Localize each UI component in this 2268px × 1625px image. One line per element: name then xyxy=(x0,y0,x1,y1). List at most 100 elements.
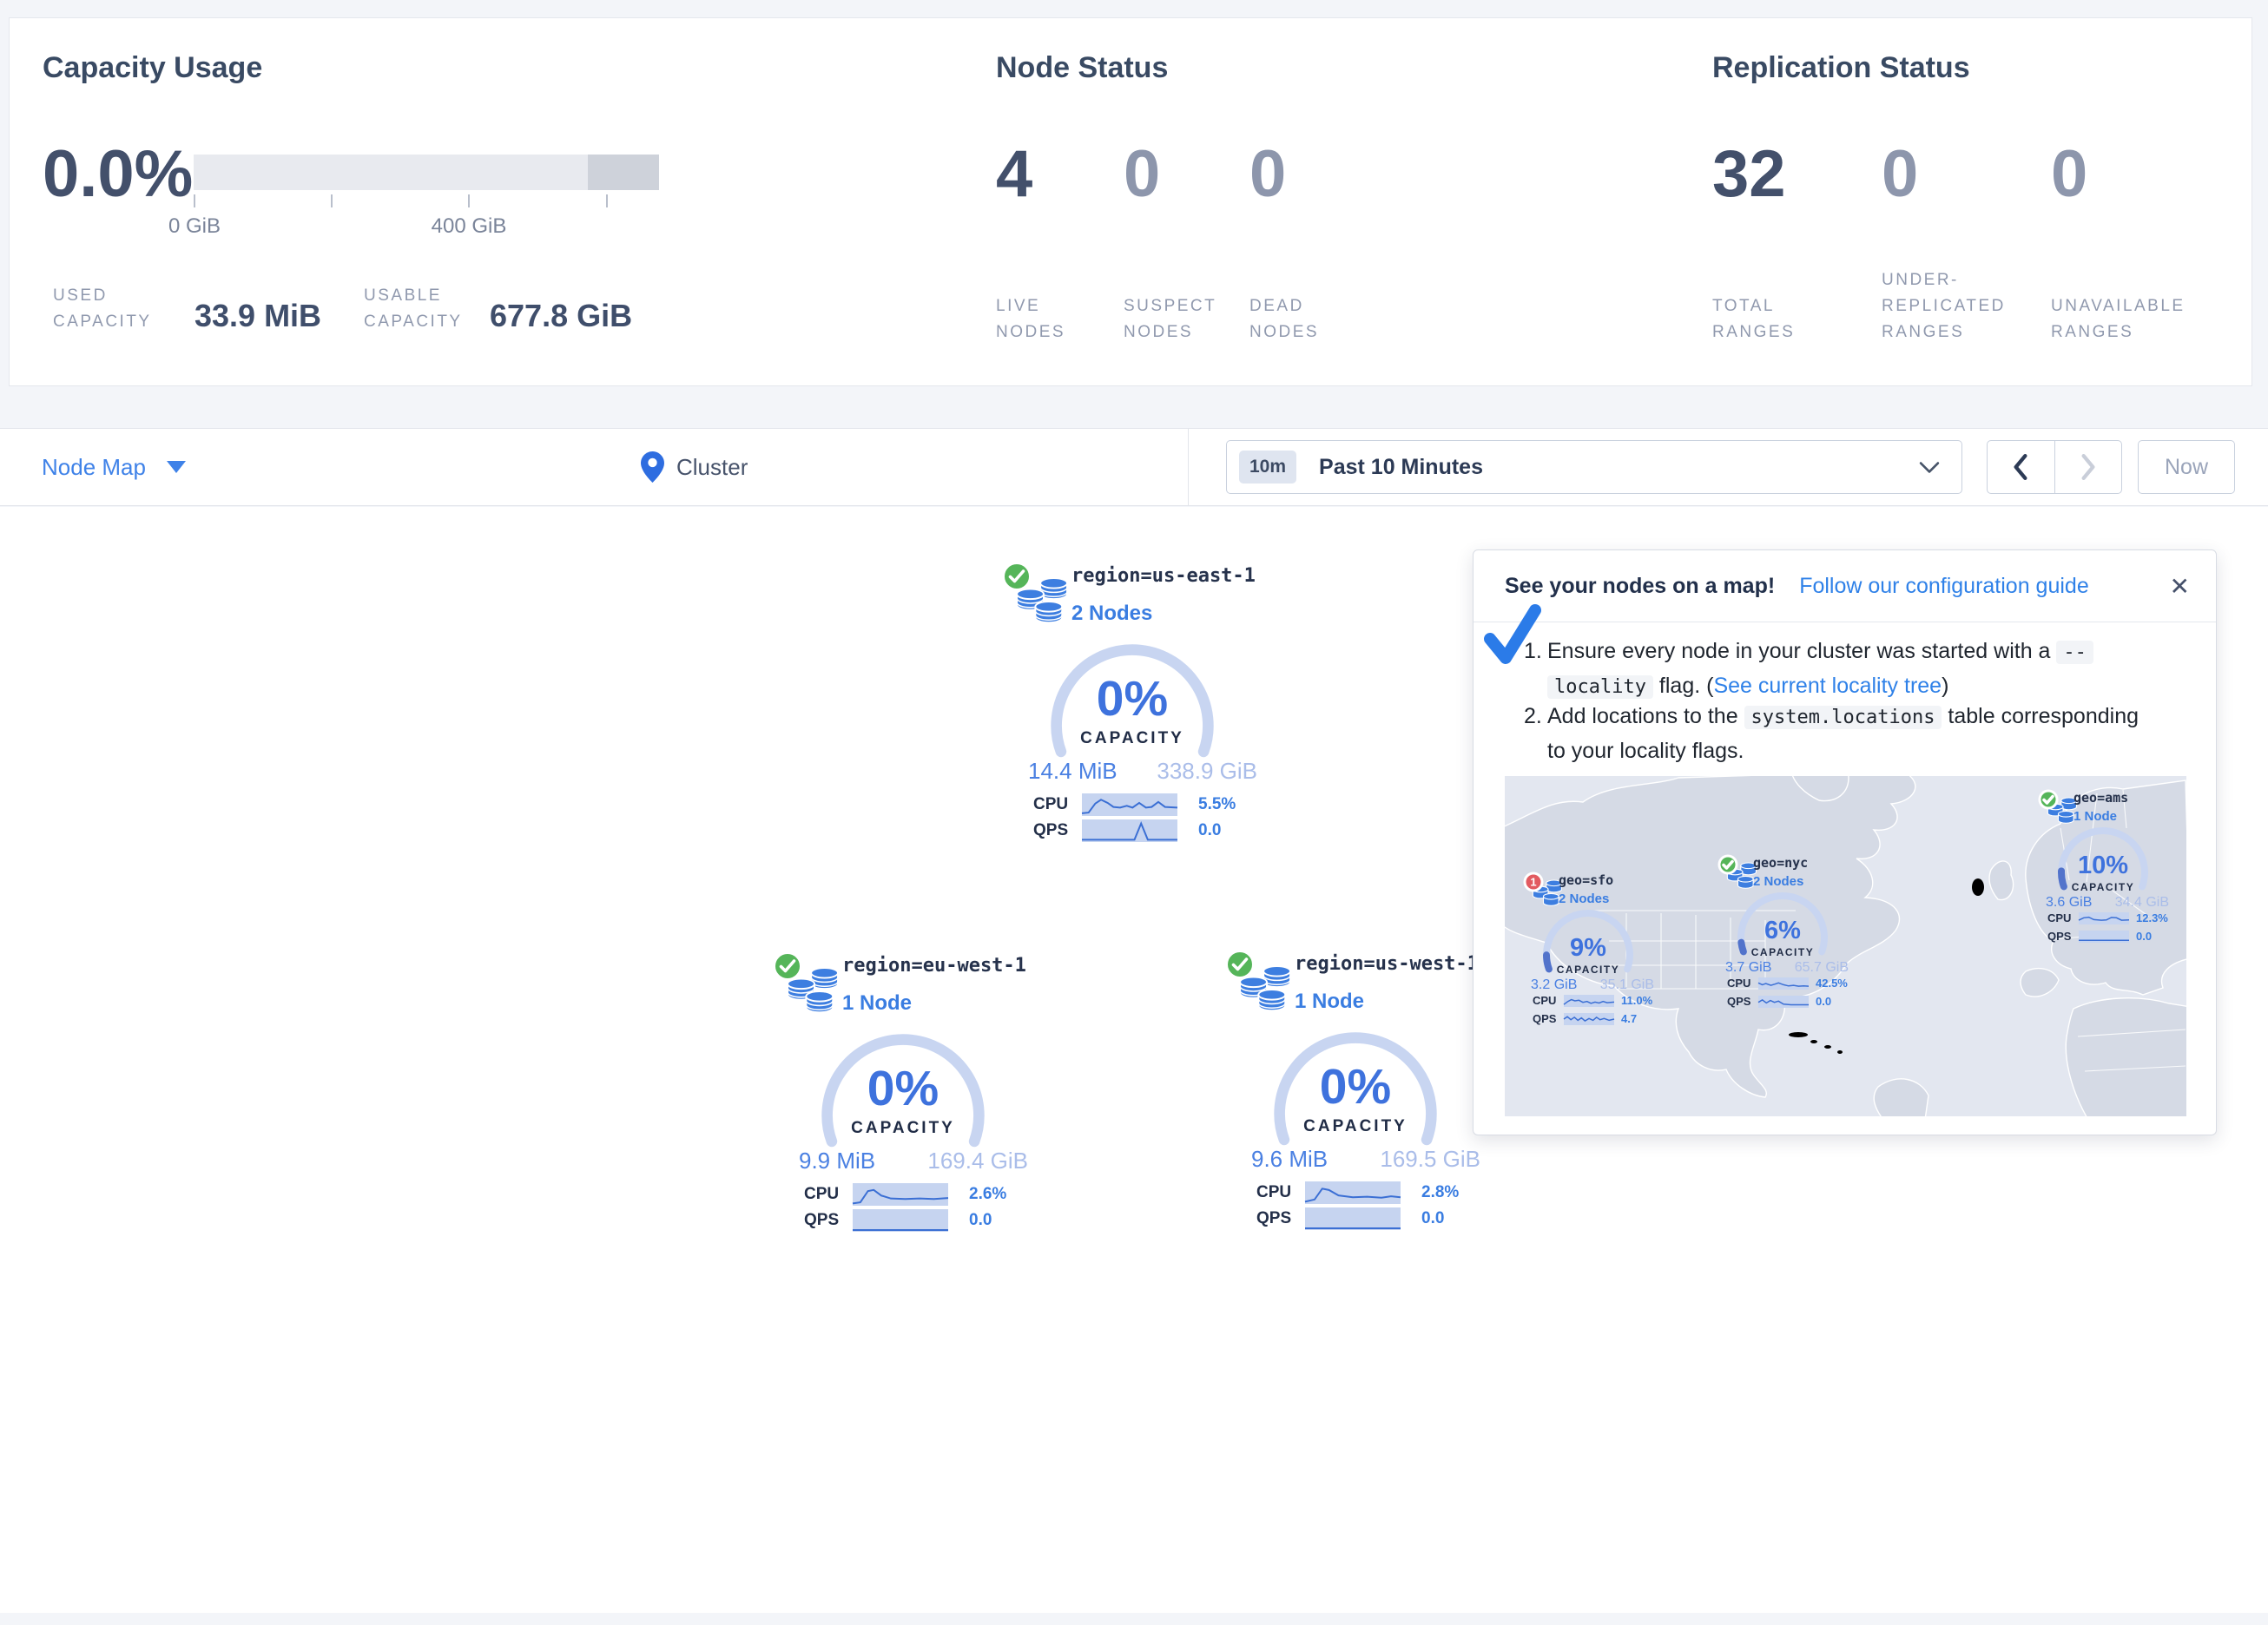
capacity-values: 3.7 GiB 65.7 GiB xyxy=(1725,960,1849,976)
cpu-sparkline xyxy=(1564,995,1614,1007)
view-mode-dropdown[interactable]: Node Map xyxy=(42,429,186,505)
capacity-bar-used-segment xyxy=(588,155,659,190)
map-toolbar: Node Map Cluster 10m Past 10 Minutes xyxy=(0,428,2268,506)
popup-step-1: 1. Ensure every node in your cluster was … xyxy=(1524,635,2155,704)
axis-tick xyxy=(468,194,470,207)
suspect-nodes-label: SUSPECT NODES xyxy=(1124,297,1217,341)
geo-group-ams[interactable]: geo=ams 1 Node 10% CAPACITY 3.6 GiB 34.4… xyxy=(2025,786,2181,959)
dead-nodes-label: DEAD NODES xyxy=(1249,297,1320,341)
mini-world-map: 1 geo=sfo 2 Nodes 9% CAPACITY 3.2 GiB 35… xyxy=(1505,776,2186,1116)
capacity-values: 9.9 MiB 169.4 GiB xyxy=(799,1148,1028,1174)
time-step-back-button[interactable] xyxy=(1988,441,2054,493)
database-icon xyxy=(787,967,839,1014)
used-capacity: 9.9 MiB xyxy=(799,1148,876,1174)
popup-header: See your nodes on a map! Follow our conf… xyxy=(1474,550,2216,622)
qps-value: 4.7 xyxy=(1621,1012,1638,1025)
capacity-values: 14.4 MiB 338.9 GiB xyxy=(1028,758,1257,785)
under-replicated-ranges-label: UNDER- REPLICATED RANGES xyxy=(1882,271,2006,341)
cpu-label: CPU xyxy=(2047,911,2072,924)
axis-tick xyxy=(606,194,608,207)
dead-nodes-value: 0 xyxy=(1249,137,1287,211)
qps-value: 0.0 xyxy=(1816,995,1832,1008)
cpu-value: 11.0% xyxy=(1621,994,1653,1007)
region-group-eu-west-1[interactable]: region=eu-west-1 1 Node 0% CAPACITY 9.9 … xyxy=(755,951,1051,1246)
region-group-us-east-1[interactable]: region=us-east-1 2 Nodes 0% CAPACITY 14.… xyxy=(985,561,1280,856)
qps-sparkline xyxy=(1305,1207,1401,1230)
capacity-gauge xyxy=(1737,892,1828,956)
cpu-metric-row: CPU 2.6% xyxy=(755,1183,1051,1207)
error-badge-icon: 1 xyxy=(1523,872,1544,892)
cpu-sparkline xyxy=(1758,977,1809,990)
suspect-nodes-value: 0 xyxy=(1124,137,1161,211)
cpu-metric-row: CPU 42.5% xyxy=(1704,977,1861,990)
database-icon xyxy=(1016,577,1069,624)
qps-metric-row: QPS 0.0 xyxy=(1208,1207,1503,1231)
toolbar-divider xyxy=(1188,429,1189,505)
region-node-count-link[interactable]: 1 Node xyxy=(842,991,913,1015)
chevron-down-icon xyxy=(166,461,186,473)
region-node-count-link[interactable]: 2 Nodes xyxy=(1071,602,1153,625)
qps-label: QPS xyxy=(1256,1209,1292,1227)
time-step-forward-button[interactable] xyxy=(2054,441,2122,493)
database-icon xyxy=(1726,862,1757,889)
geo-group-nyc[interactable]: geo=nyc 2 Nodes 6% CAPACITY 3.7 GiB 65.7… xyxy=(1704,851,1861,1024)
used-capacity: 3.7 GiB xyxy=(1725,960,1772,975)
capacity-usage-title: Capacity Usage xyxy=(43,51,263,84)
live-nodes-label: LIVE NODES xyxy=(996,297,1066,341)
node-status-title: Node Status xyxy=(996,51,1169,84)
time-range-badge: 10m xyxy=(1239,451,1297,484)
cpu-label: CPU xyxy=(804,1185,840,1203)
cpu-label: CPU xyxy=(1533,994,1557,1007)
qps-metric-row: QPS 0.0 xyxy=(755,1209,1051,1233)
qps-label: QPS xyxy=(1533,1012,1557,1025)
view-mode-label: Node Map xyxy=(42,453,146,480)
capacity-label: CAPACITY xyxy=(1303,1117,1408,1135)
chevron-left-icon xyxy=(2014,454,2027,480)
healthy-check-icon xyxy=(2038,789,2059,810)
qps-value: 0.0 xyxy=(969,1211,992,1229)
time-range-select[interactable]: 10m Past 10 Minutes xyxy=(1226,440,1962,494)
cpu-metric-row: CPU 2.8% xyxy=(1208,1181,1503,1205)
used-capacity: 9.6 MiB xyxy=(1251,1146,1328,1172)
locality-tree-link[interactable]: See current locality tree xyxy=(1713,674,1942,698)
database-icon xyxy=(1239,965,1292,1012)
total-capacity: 169.5 GiB xyxy=(1380,1146,1480,1172)
axis-tick xyxy=(194,194,195,207)
capacity-label: CAPACITY xyxy=(2071,881,2135,893)
capacity-gauge xyxy=(1274,1032,1437,1146)
qps-sparkline xyxy=(1564,1013,1614,1025)
axis-tick-label: 0 GiB xyxy=(168,214,221,238)
total-capacity: 65.7 GiB xyxy=(1794,960,1849,975)
under-replicated-ranges-value: 0 xyxy=(1882,137,1919,211)
region-node-count-link[interactable]: 1 Node xyxy=(1295,990,1365,1013)
breadcrumb[interactable]: Cluster xyxy=(641,429,748,505)
configuration-guide-link[interactable]: Follow our configuration guide xyxy=(1799,573,2089,598)
now-button[interactable]: Now xyxy=(2138,440,2235,494)
capacity-percent-value: 0.0% xyxy=(43,137,194,211)
cpu-sparkline xyxy=(1305,1181,1401,1204)
geo-node-count: 1 Node xyxy=(2074,809,2118,824)
cpu-label: CPU xyxy=(1727,977,1751,990)
capacity-values: 3.6 GiB 34.4 GiB xyxy=(2046,895,2169,911)
qps-metric-row: QPS 0.0 xyxy=(2025,930,2181,944)
qps-label: QPS xyxy=(1727,995,1751,1008)
total-capacity: 34.4 GiB xyxy=(2114,895,2169,910)
region-group-us-west-1[interactable]: region=us-west-1 1 Node 0% CAPACITY 9.6 … xyxy=(1208,949,1503,1244)
qps-label: QPS xyxy=(804,1211,840,1229)
cpu-value: 2.8% xyxy=(1421,1183,1460,1201)
capacity-gauge xyxy=(1051,644,1214,758)
region-label: region=eu-west-1 xyxy=(842,955,1026,977)
nodes-on-map-popup: See your nodes on a map! Follow our conf… xyxy=(1473,549,2217,1135)
capacity-values: 9.6 MiB 169.5 GiB xyxy=(1251,1146,1480,1173)
cpu-sparkline xyxy=(1082,793,1177,816)
close-icon[interactable]: ✕ xyxy=(2169,572,2190,600)
axis-tick-label: 400 GiB xyxy=(431,214,507,238)
cpu-value: 12.3% xyxy=(2136,911,2168,924)
cpu-sparkline xyxy=(2079,912,2129,924)
capacity-label: CAPACITY xyxy=(1080,729,1184,747)
qps-value: 0.0 xyxy=(1198,821,1222,839)
qps-value: 0.0 xyxy=(2136,930,2153,943)
capacity-label: CAPACITY xyxy=(1556,964,1620,976)
geo-group-sfo[interactable]: 1 geo=sfo 2 Nodes 9% CAPACITY 3.2 GiB 35… xyxy=(1510,868,1666,1042)
capacity-percent: 0% xyxy=(867,1061,940,1116)
